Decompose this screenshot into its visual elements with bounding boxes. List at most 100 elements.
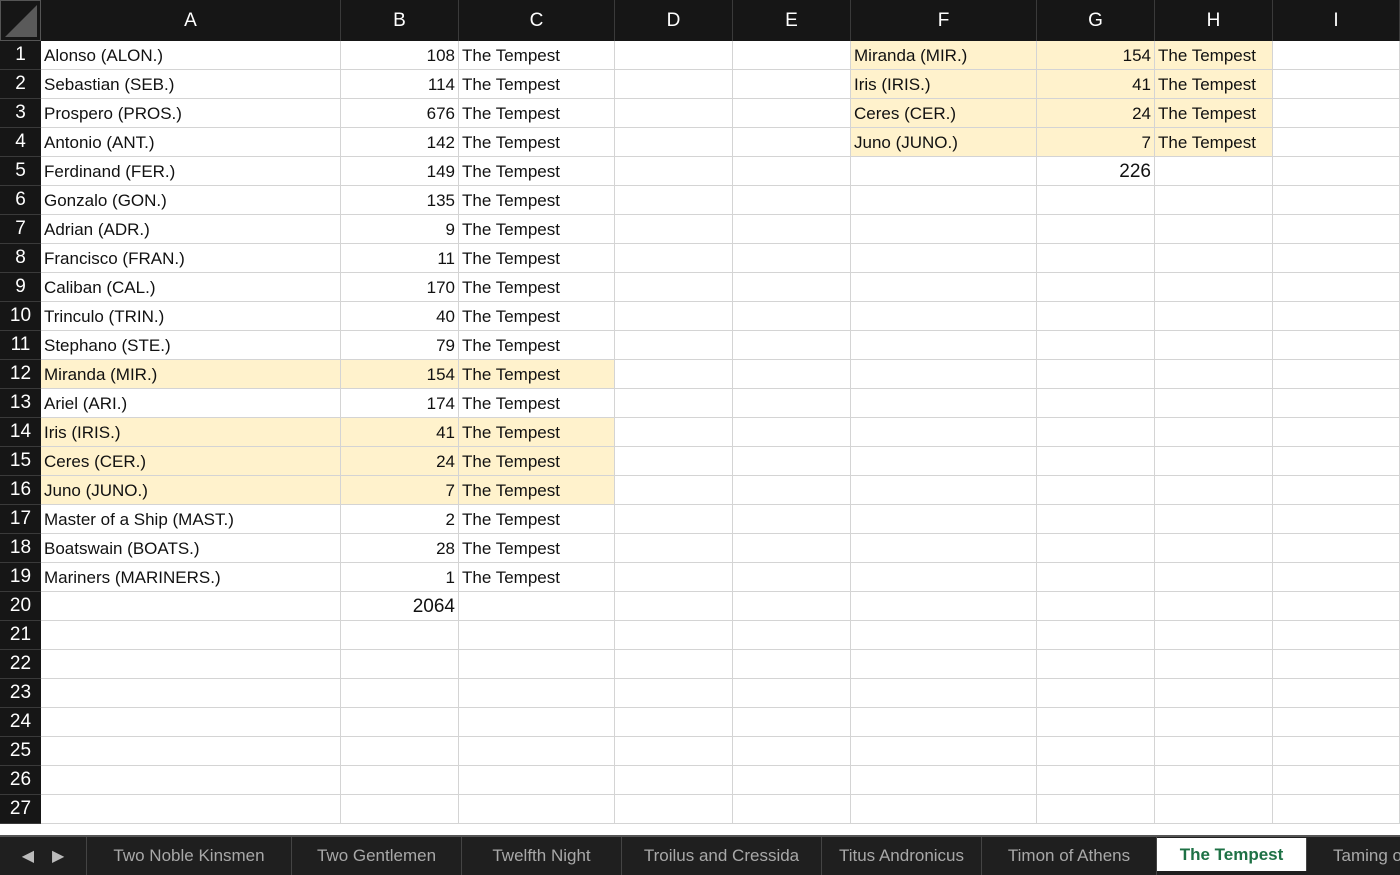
cell-f4[interactable]: Juno (JUNO.) [851,128,1037,157]
cell-i23[interactable] [1273,679,1400,708]
row-header-7[interactable]: 7 [0,215,41,244]
cell-h9[interactable] [1155,273,1273,302]
cell-a20[interactable] [41,592,341,621]
cell-c4[interactable]: The Tempest [459,128,615,157]
cell-c8[interactable]: The Tempest [459,244,615,273]
cell-g18[interactable] [1037,534,1155,563]
cell-d12[interactable] [615,360,733,389]
cell-d4[interactable] [615,128,733,157]
cell-e2[interactable] [733,70,851,99]
cell-a3[interactable]: Prospero (PROS.) [41,99,341,128]
row-header-23[interactable]: 23 [0,679,41,708]
row-header-22[interactable]: 22 [0,650,41,679]
cell-f25[interactable] [851,737,1037,766]
column-header-e[interactable]: E [733,0,851,41]
cell-b11[interactable]: 79 [341,331,459,360]
sheet-tab-two-noble-kinsmen[interactable]: Two Noble Kinsmen [87,837,292,875]
cell-e3[interactable] [733,99,851,128]
cell-f1[interactable]: Miranda (MIR.) [851,41,1037,70]
cell-c14[interactable]: The Tempest [459,418,615,447]
cell-i19[interactable] [1273,563,1400,592]
spreadsheet-grid[interactable]: A B C D E F G H I 1 Alonso (ALON.) 108 The Tempest Mi… [0,0,1400,835]
sheet-tab-troilus-and-cressida[interactable]: Troilus and Cressida [622,837,822,875]
column-header-d[interactable]: D [615,0,733,41]
sheet-tab-the-tempest[interactable]: The Tempest [1157,838,1307,871]
cell-g11[interactable] [1037,331,1155,360]
cell-g26[interactable] [1037,766,1155,795]
cell-d23[interactable] [615,679,733,708]
cell-a14[interactable]: Iris (IRIS.) [41,418,341,447]
cell-f9[interactable] [851,273,1037,302]
cell-g1[interactable]: 154 [1037,41,1155,70]
cell-g21[interactable] [1037,621,1155,650]
cell-i2[interactable] [1273,70,1400,99]
sheet-tab-timon-of-athens[interactable]: Timon of Athens [982,837,1157,875]
cell-d22[interactable] [615,650,733,679]
cell-h22[interactable] [1155,650,1273,679]
cell-b6[interactable]: 135 [341,186,459,215]
cell-f21[interactable] [851,621,1037,650]
cell-a19[interactable]: Mariners (MARINERS.) [41,563,341,592]
cell-a1[interactable]: Alonso (ALON.) [41,41,341,70]
row-header-27[interactable]: 27 [0,795,41,824]
row-header-13[interactable]: 13 [0,389,41,418]
cell-i7[interactable] [1273,215,1400,244]
cell-e19[interactable] [733,563,851,592]
cell-d6[interactable] [615,186,733,215]
cell-g22[interactable] [1037,650,1155,679]
cell-a15[interactable]: Ceres (CER.) [41,447,341,476]
sheet-tab-titus-andronicus[interactable]: Titus Andronicus [822,837,982,875]
row-header-11[interactable]: 11 [0,331,41,360]
cell-f26[interactable] [851,766,1037,795]
cell-c23[interactable] [459,679,615,708]
cell-b21[interactable] [341,621,459,650]
next-sheet-icon[interactable]: ▶ [52,848,65,865]
cell-e25[interactable] [733,737,851,766]
cell-f15[interactable] [851,447,1037,476]
cell-g16[interactable] [1037,476,1155,505]
cell-b17[interactable]: 2 [341,505,459,534]
cell-d3[interactable] [615,99,733,128]
cell-g23[interactable] [1037,679,1155,708]
cell-e11[interactable] [733,331,851,360]
column-header-i[interactable]: I [1273,0,1400,41]
cell-h20[interactable] [1155,592,1273,621]
cell-f11[interactable] [851,331,1037,360]
cell-e7[interactable] [733,215,851,244]
cell-h17[interactable] [1155,505,1273,534]
cell-c16[interactable]: The Tempest [459,476,615,505]
row-header-14[interactable]: 14 [0,418,41,447]
cell-i17[interactable] [1273,505,1400,534]
cell-f6[interactable] [851,186,1037,215]
cell-d2[interactable] [615,70,733,99]
cell-b20[interactable]: 2064 [341,592,459,621]
cell-b2[interactable]: 114 [341,70,459,99]
row-header-6[interactable]: 6 [0,186,41,215]
cell-d16[interactable] [615,476,733,505]
cell-b23[interactable] [341,679,459,708]
cell-c13[interactable]: The Tempest [459,389,615,418]
cell-i13[interactable] [1273,389,1400,418]
cell-a21[interactable] [41,621,341,650]
cell-c3[interactable]: The Tempest [459,99,615,128]
cell-b9[interactable]: 170 [341,273,459,302]
cell-g3[interactable]: 24 [1037,99,1155,128]
cell-h3[interactable]: The Tempest [1155,99,1273,128]
row-header-9[interactable]: 9 [0,273,41,302]
cell-e26[interactable] [733,766,851,795]
cell-h11[interactable] [1155,331,1273,360]
row-header-20[interactable]: 20 [0,592,41,621]
cell-a18[interactable]: Boatswain (BOATS.) [41,534,341,563]
cell-f20[interactable] [851,592,1037,621]
cell-h16[interactable] [1155,476,1273,505]
cell-c10[interactable]: The Tempest [459,302,615,331]
row-header-10[interactable]: 10 [0,302,41,331]
cell-h15[interactable] [1155,447,1273,476]
cell-i10[interactable] [1273,302,1400,331]
cell-e9[interactable] [733,273,851,302]
column-header-b[interactable]: B [341,0,459,41]
cell-i14[interactable] [1273,418,1400,447]
row-header-18[interactable]: 18 [0,534,41,563]
cell-i5[interactable] [1273,157,1400,186]
cell-e22[interactable] [733,650,851,679]
